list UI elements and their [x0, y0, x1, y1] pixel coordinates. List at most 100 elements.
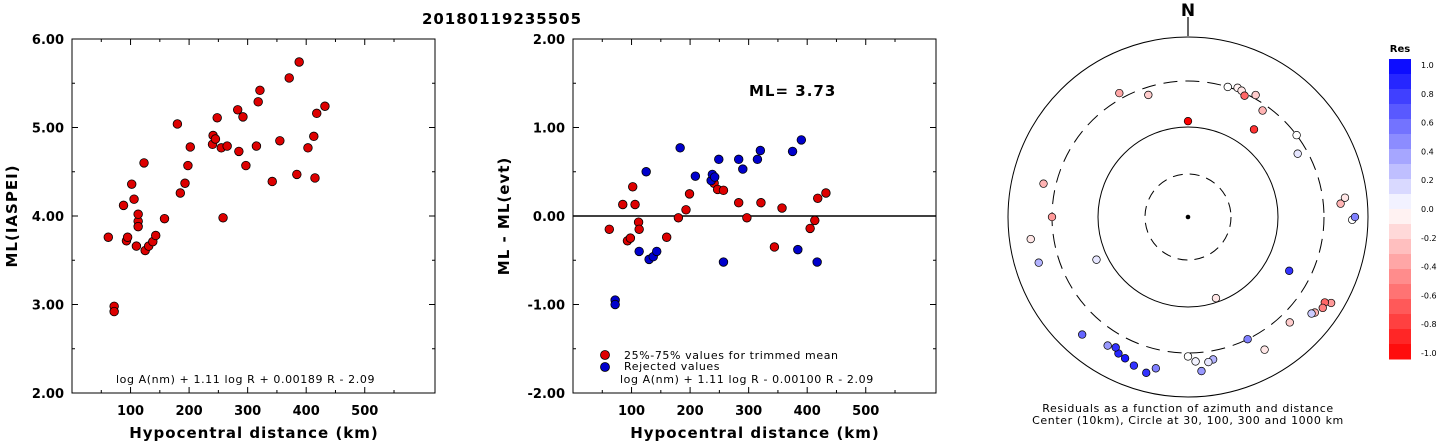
- data-point: [661, 232, 672, 242]
- colorbar-cell: [1389, 209, 1411, 225]
- residual-point: [1197, 366, 1206, 376]
- colorbar-cell: [1389, 344, 1411, 360]
- data-point: [310, 173, 320, 183]
- data-point: [133, 221, 143, 232]
- x-tick-label: 100: [618, 404, 645, 419]
- data-point: [742, 213, 752, 223]
- colorbar-cell: [1389, 194, 1411, 210]
- data-point: [238, 112, 248, 122]
- residual-point: [1129, 361, 1139, 370]
- data-point: [159, 213, 170, 224]
- colorbar-cell: [1389, 104, 1411, 120]
- data-point: [309, 131, 319, 142]
- residual-point: [1243, 335, 1252, 344]
- colorbar-cell: [1389, 224, 1411, 240]
- colorbar-cell: [1389, 149, 1411, 165]
- data-point: [813, 193, 823, 204]
- residual-colorbar: Res 1.0 0.8 0.6 0.4 0.2 0.0 -0.2 -0.4 -0.6 -0.8 -1…: [1389, 44, 1437, 360]
- residual-point: [1285, 318, 1294, 327]
- residual-point: [1211, 294, 1221, 303]
- residual-point: [1260, 345, 1269, 354]
- residual-point: [1039, 179, 1048, 188]
- residual-point: [1307, 309, 1316, 318]
- x-tick-label: 300: [735, 404, 762, 419]
- residual-point: [1183, 352, 1193, 361]
- residual-point: [1258, 106, 1267, 115]
- data-point: [294, 57, 304, 67]
- polar-caption-2: Center (10km), Circle at 30, 100, 300 an…: [1032, 414, 1344, 427]
- data-point: [210, 134, 221, 144]
- legend-rejected-label: Rejected values: [624, 360, 720, 373]
- data-point: [232, 105, 243, 115]
- x-tick-label: 100: [117, 404, 144, 419]
- data-point: [733, 198, 744, 208]
- data-point: [618, 199, 628, 210]
- data-point: [733, 154, 744, 165]
- residual-point: [1191, 357, 1200, 366]
- data-point: [185, 142, 195, 152]
- data-point: [718, 257, 729, 267]
- x-tick-label: 200: [176, 404, 203, 419]
- data-point: [320, 101, 330, 111]
- data-point: [756, 198, 766, 208]
- chart1-ticks: 2.00 3.00 4.00 5.00 6.00 100 200 300 400 500: [32, 33, 435, 419]
- legend-trimmed-label: 25%-75% values for trimmed mean: [624, 349, 839, 362]
- data-point: [183, 160, 193, 171]
- data-point: [641, 167, 651, 177]
- residual-point: [1223, 82, 1232, 92]
- colorbar-title: Res: [1390, 44, 1410, 55]
- data-point: [131, 241, 142, 251]
- data-point: [805, 223, 815, 234]
- data-point: [275, 136, 285, 146]
- colorbar-cell: [1389, 119, 1411, 135]
- data-point: [755, 145, 766, 156]
- data-point: [218, 213, 228, 223]
- residual-point: [1285, 266, 1294, 275]
- data-point: [652, 246, 662, 257]
- chart1-equation: log A(nm) + 1.11 log R + 0.00189 R - 2.0…: [116, 373, 375, 386]
- x-tick-label: 500: [852, 404, 879, 419]
- data-point: [793, 244, 803, 255]
- colorbar-cell: [1389, 134, 1411, 150]
- colorbar-cell: [1389, 164, 1411, 180]
- data-point: [133, 209, 143, 219]
- data-point: [634, 246, 644, 257]
- residual-point: [1142, 368, 1151, 377]
- x-tick-label: 200: [677, 404, 704, 419]
- colorbar-tick-label: -0.6: [1421, 291, 1437, 300]
- colorbar-cell: [1389, 269, 1411, 285]
- residual-point: [1144, 90, 1153, 100]
- data-point: [253, 97, 263, 107]
- residual-point: [1204, 357, 1213, 367]
- colorbar-cell: [1389, 239, 1411, 255]
- colorbar-cell: [1389, 329, 1411, 345]
- data-point: [251, 141, 262, 151]
- data-point: [628, 182, 638, 192]
- y-tick-label: 5.00: [32, 122, 64, 137]
- colorbar-cells: [1389, 59, 1411, 360]
- y-tick-label: 6.00: [32, 33, 64, 48]
- ml-vs-distance-chart: 2.00 3.00 4.00 5.00 6.00 100 200 300 400 500 ML(I…: [3, 33, 436, 441]
- residual-point: [1026, 234, 1035, 244]
- polar-center: [1185, 214, 1191, 220]
- data-point: [139, 158, 149, 168]
- data-point: [810, 215, 820, 226]
- ring-outer: [1007, 36, 1369, 398]
- data-point: [175, 188, 186, 198]
- data-point: [103, 232, 114, 242]
- chart1-frame: [71, 38, 436, 394]
- data-point: [151, 230, 161, 241]
- data-point: [222, 141, 232, 151]
- colorbar-tick-label: 0.8: [1421, 90, 1434, 99]
- residual-point: [1078, 330, 1087, 339]
- polar-caption-1: Residuals as a function of azimuth and d…: [1042, 402, 1333, 415]
- colorbar-tick-label: -0.2: [1421, 234, 1437, 243]
- colorbar-tick-label: -0.8: [1421, 320, 1437, 329]
- colorbar-cell: [1389, 254, 1411, 270]
- residual-point: [1034, 258, 1043, 267]
- colorbar-cell: [1389, 314, 1411, 330]
- colorbar-cell: [1389, 284, 1411, 300]
- colorbar-tick-label: -1.0: [1421, 349, 1437, 358]
- data-point: [673, 213, 684, 223]
